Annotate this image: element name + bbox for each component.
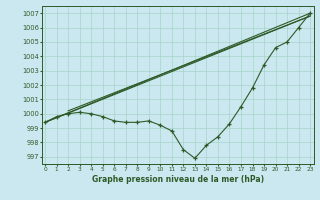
X-axis label: Graphe pression niveau de la mer (hPa): Graphe pression niveau de la mer (hPa) [92, 175, 264, 184]
